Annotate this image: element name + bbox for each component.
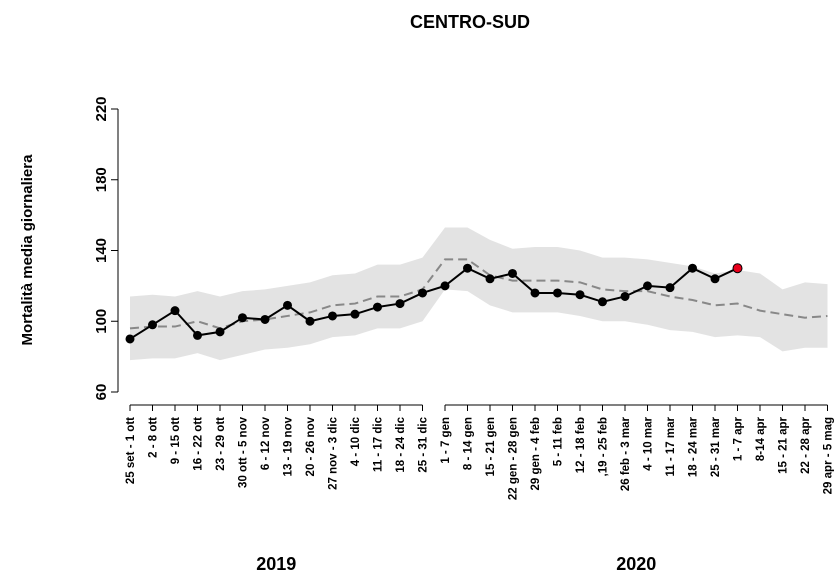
data-point xyxy=(688,263,697,273)
x-tick-label: 18 - 24 mar xyxy=(688,416,700,477)
data-point xyxy=(350,309,360,319)
data-point xyxy=(260,314,270,324)
year-label: 2019 xyxy=(256,554,296,574)
x-tick-label: 16 - 22 ott xyxy=(193,417,205,471)
x-tick-label: 4 - 10 dic xyxy=(350,416,362,466)
data-point xyxy=(193,330,202,340)
x-tick-label: 2 - 8 ott xyxy=(148,417,160,458)
confidence-band xyxy=(130,227,828,361)
x-tick-label: 5 - 11 feb xyxy=(553,417,565,466)
x-tick-label: 26 feb - 3 mar xyxy=(620,416,632,491)
data-point xyxy=(553,288,562,298)
x-tick-label: 22 - 28 apr xyxy=(800,416,812,473)
y-tick-label: 140 xyxy=(93,238,110,263)
data-point xyxy=(463,263,472,273)
x-tick-label: 13 - 19 nov xyxy=(283,416,295,476)
y-tick-label: 60 xyxy=(93,384,110,401)
x-tick-label: 8-14 apr xyxy=(755,416,767,461)
data-point xyxy=(643,281,652,291)
data-point xyxy=(148,320,157,330)
y-tick-label: 220 xyxy=(93,96,110,121)
x-tick-label: 29 apr - 5 mag xyxy=(823,417,835,494)
x-tick-label: 20 - 26 nov xyxy=(305,416,317,476)
x-tick-label: 1 - 7 gen xyxy=(440,417,452,464)
data-point xyxy=(710,274,720,284)
x-tick-label: 4 - 10 mar xyxy=(643,416,655,470)
x-tick-label: 25 - 31 dic xyxy=(418,416,430,472)
series-line xyxy=(129,258,828,330)
y-tick-label: 100 xyxy=(93,309,110,334)
x-tick-label: 25 - 31 mar xyxy=(710,416,722,477)
data-point xyxy=(665,283,675,293)
x-tick-label: 1 - 7 apr xyxy=(733,416,745,461)
data-point xyxy=(328,311,337,321)
x-tick-label: 15 - 21 gen xyxy=(485,417,497,476)
x-tick-label: 6 - 12 nov xyxy=(260,416,272,470)
x-tick-label: 18 - 24 dic xyxy=(395,416,407,472)
y-tick-label: 180 xyxy=(93,167,110,192)
data-point xyxy=(620,291,630,301)
data-point xyxy=(125,334,135,344)
x-tick-label: 8 - 14 gen xyxy=(463,417,475,470)
x-tick-label: 25 set - 1 ott xyxy=(125,417,137,484)
data-point xyxy=(440,281,450,291)
data-point xyxy=(395,299,405,309)
x-tick-label: 15 - 21 apr xyxy=(778,416,790,473)
data-point xyxy=(575,290,585,300)
data-point xyxy=(238,313,247,323)
data-point xyxy=(283,300,292,310)
data-point xyxy=(215,327,225,337)
data-point xyxy=(598,297,607,307)
data-point xyxy=(508,268,517,278)
data-point xyxy=(418,288,427,298)
x-tick-label: 12 - 18 feb xyxy=(575,417,587,473)
x-tick-label: 29 gen - 4 feb xyxy=(530,417,542,491)
x-tick-label: ,19 - 25 feb xyxy=(598,417,610,476)
data-point xyxy=(485,274,495,284)
x-tick-label: 23 - 29 ott xyxy=(215,417,227,471)
series-line xyxy=(129,267,738,340)
x-tick-label: 27 nov - 3 dic xyxy=(328,416,340,489)
x-tick-label: 9 - 15 ott xyxy=(170,417,182,464)
year-label: 2020 xyxy=(616,554,656,574)
data-point xyxy=(732,263,743,274)
x-tick-label: 11 - 17 dic xyxy=(373,416,385,472)
x-tick-label: 22 gen - 28 gen xyxy=(508,417,520,500)
data-point xyxy=(530,288,540,298)
x-tick-label: 11 - 17 mar xyxy=(665,416,677,476)
data-point xyxy=(305,316,315,326)
data-point xyxy=(170,306,180,316)
chart-title: CENTRO-SUD xyxy=(410,12,530,32)
y-axis-label: Mortalità media giornaliera xyxy=(19,154,36,346)
data-point xyxy=(373,302,382,312)
x-tick-label: 30 ott - 5 nov xyxy=(238,416,250,488)
